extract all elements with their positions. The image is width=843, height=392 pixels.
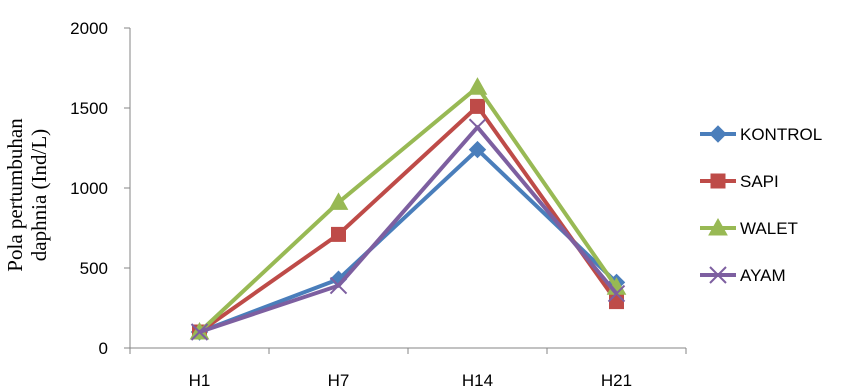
legend-marker-walet	[708, 217, 728, 236]
series-layer	[189, 77, 627, 341]
axes	[124, 27, 687, 354]
y-tick-label: 1500	[70, 99, 108, 118]
data-point-kontrol	[468, 140, 487, 159]
x-tick-label: H1	[189, 371, 211, 390]
y-axis-label: Pola pertumbuhan daphnia (Ind/L)	[3, 118, 51, 272]
x-tick-labels: H1 H7 H14 H21	[189, 371, 632, 390]
legend-label: KONTROL	[740, 125, 822, 144]
x-tick-label: H21	[601, 371, 632, 390]
legend-label: SAPI	[740, 172, 779, 191]
legend-item-walet: WALET	[700, 217, 798, 238]
y-tick-label: 2000	[70, 19, 108, 38]
y-axis-label-line-2: daphnia (Ind/L)	[27, 129, 51, 261]
x-tick-label: H14	[462, 371, 493, 390]
data-point-sapi	[470, 98, 485, 114]
data-point-ayam	[190, 323, 209, 341]
data-point-walet	[467, 77, 488, 95]
legend-item-ayam: AYAM	[700, 266, 786, 285]
y-tick-label: 500	[80, 259, 108, 278]
y-tick-labels: 0 500 1000 1500 2000	[70, 19, 108, 358]
y-axis-label-line-1: Pola pertumbuhan	[3, 118, 27, 272]
legend-marker-kontrol	[709, 125, 727, 143]
series-sapi	[192, 98, 624, 340]
data-point-sapi	[609, 294, 624, 310]
data-point-ayam	[607, 284, 626, 303]
legend-label: AYAM	[740, 266, 786, 285]
legend-marker-sapi	[710, 173, 726, 189]
data-point-sapi	[331, 226, 346, 242]
series-line-walet	[198, 85, 619, 334]
legend: KONTROL SAPI WALET AYAM	[700, 125, 822, 285]
y-tick-label: 1000	[70, 179, 108, 198]
data-point-ayam	[329, 276, 348, 295]
x-tick-label: H7	[328, 371, 350, 390]
series-line-ayam	[198, 125, 619, 334]
legend-label: WALET	[740, 219, 798, 238]
legend-marker-ayam	[709, 266, 727, 284]
series-line-kontrol	[198, 147, 618, 334]
data-point-ayam	[468, 118, 487, 136]
y-tick-label: 0	[99, 339, 108, 358]
legend-item-sapi: SAPI	[700, 172, 779, 191]
legend-item-kontrol: KONTROL	[700, 125, 822, 144]
series-ayam	[190, 118, 626, 341]
data-point-walet	[328, 192, 349, 210]
series-line-sapi	[198, 104, 619, 334]
